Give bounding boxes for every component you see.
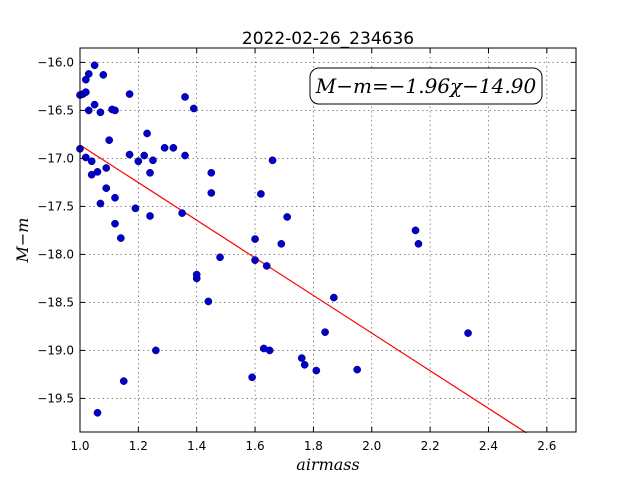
x-tick-label: 2.6: [537, 439, 556, 453]
data-point: [90, 61, 99, 70]
data-point: [312, 366, 321, 375]
data-point: [93, 167, 102, 176]
data-point: [84, 106, 93, 115]
data-point: [143, 129, 151, 138]
fit-annotation: M−m=−1.96χ−14.90: [309, 67, 543, 105]
data-point: [411, 226, 420, 235]
data-point: [329, 293, 338, 302]
data-point: [160, 143, 169, 152]
x-axis-label: airmass: [296, 455, 359, 474]
x-tick-label: 1.2: [129, 439, 148, 453]
chart-title: 2022-02-26_234636: [242, 29, 414, 49]
data-point: [119, 377, 128, 385]
data-point: [297, 354, 306, 362]
y-tick-label: −19.0: [37, 343, 74, 357]
data-point: [181, 151, 189, 160]
data-point: [146, 168, 154, 177]
data-point: [248, 373, 256, 382]
data-point: [152, 346, 160, 355]
data-point: [283, 213, 292, 221]
y-tick-label: −19.5: [37, 391, 74, 405]
data-point: [134, 157, 143, 166]
y-tick-label: −16.0: [37, 55, 74, 69]
data-point: [140, 151, 149, 160]
data-point: [204, 297, 213, 306]
x-tick-label: 1.4: [187, 439, 206, 453]
data-point: [146, 212, 154, 220]
data-point: [96, 199, 105, 208]
data-point: [251, 256, 259, 265]
data-point: [84, 70, 93, 78]
data-point: [464, 329, 472, 337]
data-point: [181, 93, 189, 101]
data-point: [81, 88, 90, 97]
x-tick-label: 2.2: [421, 439, 440, 453]
data-point: [111, 219, 119, 228]
data-point: [125, 150, 134, 159]
data-point: [81, 153, 90, 162]
data-point: [131, 204, 140, 213]
data-point: [93, 408, 102, 417]
grid-lines: [79, 48, 576, 432]
data-point: [99, 71, 108, 79]
data-point: [90, 100, 99, 109]
data-point: [111, 193, 119, 202]
data-point: [207, 189, 216, 197]
data-point: [300, 360, 309, 369]
data-point: [87, 157, 96, 166]
data-point: [189, 104, 198, 113]
x-tick-label: 2.4: [479, 439, 498, 453]
data-point: [178, 209, 186, 217]
data-point: [414, 239, 423, 248]
data-point: [149, 156, 157, 165]
fit-line: [79, 144, 527, 434]
annotation-box: [309, 67, 543, 105]
y-tick-label: −17.0: [37, 151, 74, 165]
data-point: [105, 136, 114, 145]
data-point: [321, 328, 329, 337]
data-point: [111, 106, 119, 115]
data-point: [262, 262, 271, 270]
data-point: [251, 235, 259, 243]
y-tick-label: −17.5: [37, 199, 74, 213]
data-point: [102, 164, 111, 172]
data-point: [192, 270, 201, 279]
data-point: [268, 156, 277, 165]
data-point: [125, 90, 134, 98]
y-tick-label: −18.5: [37, 295, 74, 309]
data-point: [216, 253, 224, 262]
data-point: [353, 365, 362, 374]
y-tick-label: −16.5: [37, 103, 74, 117]
x-tick-label: 2.0: [362, 439, 381, 453]
data-point: [102, 184, 111, 193]
x-axis-ticks: 1.0 1.2 1.4 1.6 1.8 2.0 2.2 2.4 2.6: [70, 48, 556, 453]
plot-frame: [79, 47, 577, 433]
fit-line-layer: [79, 144, 527, 434]
y-axis-label: M−m: [13, 218, 32, 264]
data-point: [257, 190, 265, 198]
x-tick-label: 1.0: [70, 439, 89, 453]
y-axis-ticks: −16.0 −16.5 −17.0 −17.5 −18.0 −18.5 −19.0 −19.5: [37, 55, 576, 405]
data-point: [96, 108, 105, 117]
annotation-text: M−m=−1.96χ−14.90: [315, 74, 537, 98]
data-points: [76, 61, 472, 417]
x-tick-label: 1.6: [246, 439, 265, 453]
data-point: [265, 346, 274, 355]
data-point: [207, 168, 216, 177]
data-point: [277, 239, 286, 248]
y-tick-label: −18.0: [37, 247, 74, 261]
x-tick-label: 1.8: [304, 439, 323, 453]
data-point: [116, 234, 125, 242]
data-point: [169, 143, 178, 152]
